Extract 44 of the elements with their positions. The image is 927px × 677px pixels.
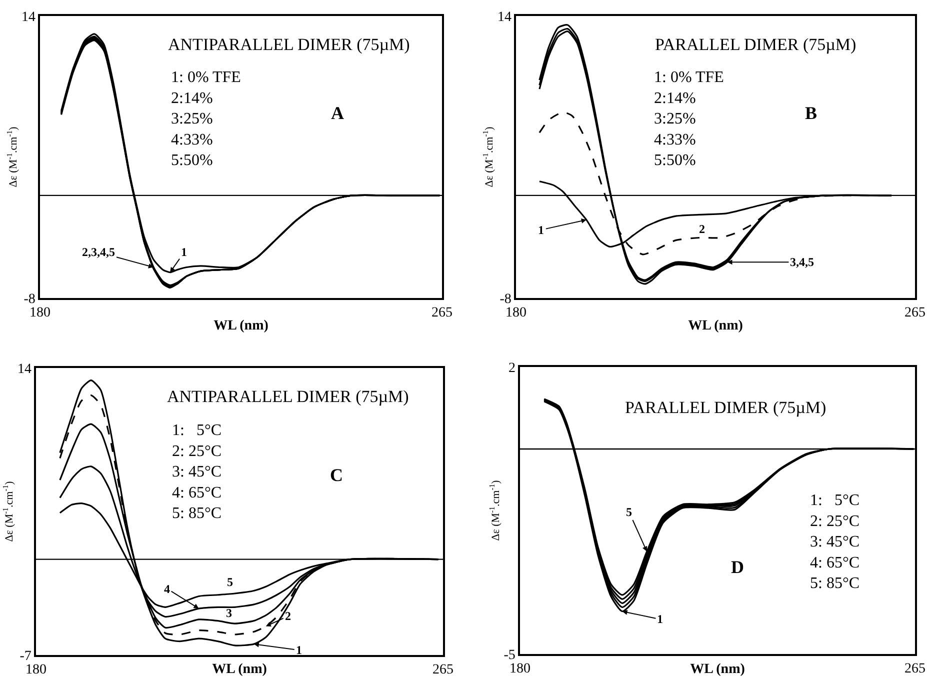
- y-tick-label: 14: [497, 10, 512, 25]
- x-axis-title: WL (nm): [690, 662, 746, 677]
- annotation: 1: 0% TFE 2:14% 3:25% 4:33% 5:50%: [171, 69, 241, 170]
- text: PARALLEL DIMER (75µM): [655, 35, 856, 54]
- annotation: 3,4,5: [790, 255, 814, 269]
- x-tick-label: 180: [30, 306, 50, 321]
- x-axis-title: WL (nm): [212, 662, 268, 677]
- x-tick-label: 180: [510, 662, 530, 677]
- x-tick-label: 265: [904, 306, 926, 321]
- annotation: 1: 0% TFE 2:14% 3:25% 4:33% 5:50%: [654, 69, 724, 170]
- annotation: 1: [538, 223, 544, 237]
- annotation: 1: 5°C 2: 25°C 3: 45°C 4: 65°C 5: 85°C: [172, 422, 222, 522]
- annotation: D: [731, 557, 744, 577]
- x-tick-label: 265: [432, 306, 452, 321]
- y-tick-label: 14: [17, 362, 32, 377]
- y-tick-label: -8: [24, 292, 36, 307]
- annotation: 1: [181, 245, 187, 259]
- x-tick-label: 265: [432, 662, 454, 677]
- annotation: 1: [296, 643, 302, 657]
- annotation: 5: [227, 575, 233, 589]
- text: ANTIPARALLEL DIMER (75µM): [167, 387, 409, 406]
- annotation: 2: [699, 222, 705, 236]
- annotation: 1: [657, 612, 663, 626]
- y-tick-label: -5: [504, 648, 516, 663]
- annotation: 4: [164, 582, 170, 596]
- x-tick-label: 180: [506, 306, 526, 321]
- y-tick-label: -8: [500, 292, 512, 307]
- annotation: 2,3,4,5: [82, 245, 115, 259]
- x-axis-title: WL (nm): [688, 318, 744, 334]
- text: PARALLEL DIMER (75µM): [625, 398, 826, 417]
- annotation: 1: 5°C 2: 25°C 3: 45°C 4: 65°C 5: 85°C: [810, 492, 860, 592]
- annotation: 3: [226, 606, 232, 620]
- y-tick-label: 14: [21, 10, 36, 25]
- x-tick-label: 180: [26, 662, 46, 677]
- annotation: A: [331, 103, 344, 123]
- y-tick-label: 2: [508, 360, 516, 376]
- text: ANTIPARALLEL DIMER (75µM): [168, 35, 410, 54]
- x-tick-label: 265: [904, 662, 926, 677]
- annotation: B: [805, 103, 818, 123]
- y-tick-label: -7: [20, 648, 32, 664]
- annotation: 2: [285, 609, 291, 623]
- annotation: 5: [626, 505, 632, 519]
- annotation: C: [330, 465, 343, 485]
- x-axis-title: WL (nm): [214, 318, 269, 334]
